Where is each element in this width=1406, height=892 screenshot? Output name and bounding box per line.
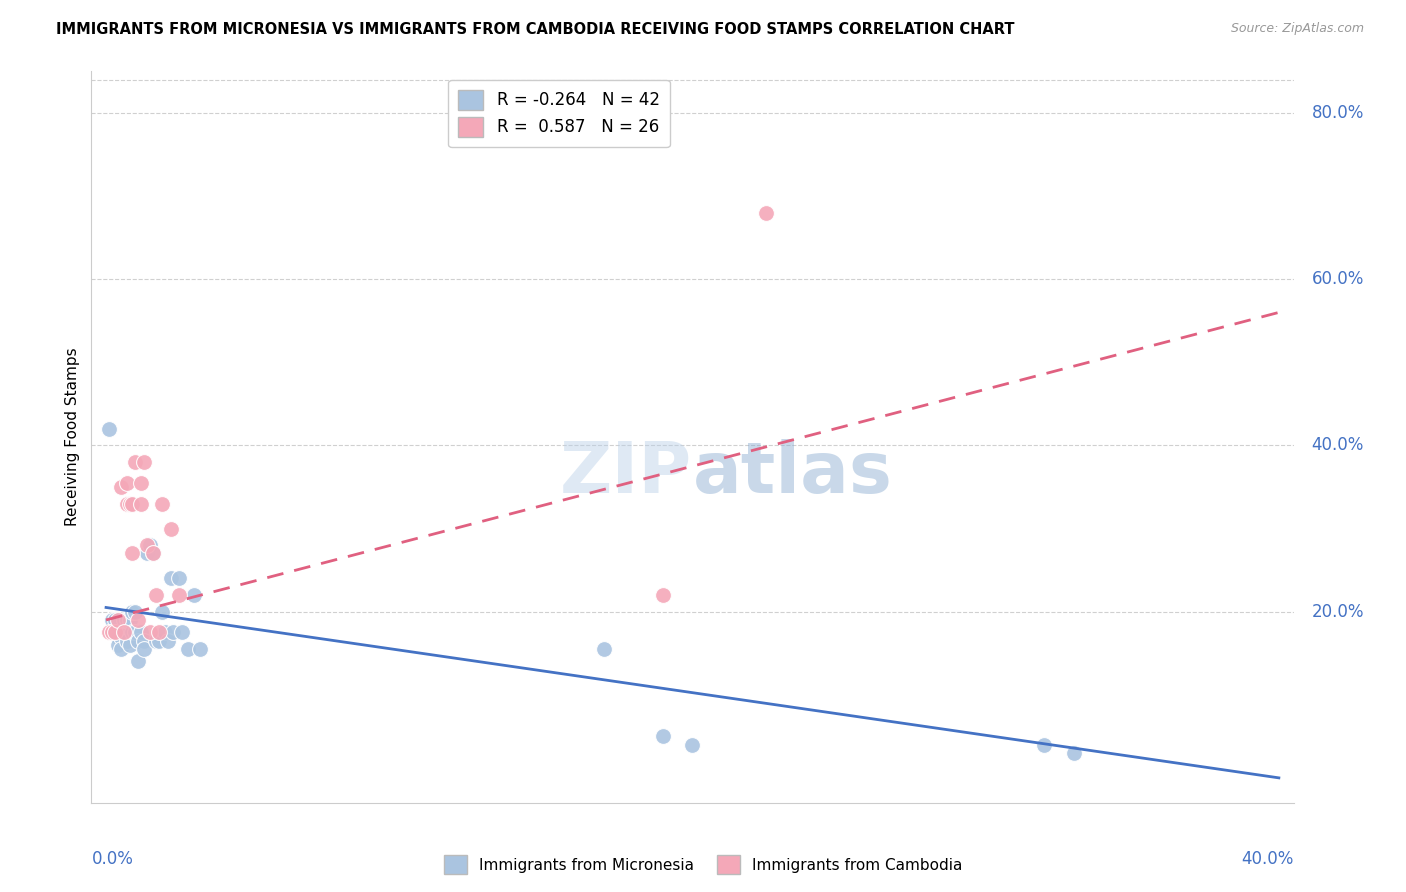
Point <box>150 605 173 619</box>
Point <box>110 642 132 657</box>
Point <box>124 455 146 469</box>
Point <box>148 633 170 648</box>
Point <box>127 613 149 627</box>
Point <box>121 497 143 511</box>
Point <box>127 633 149 648</box>
Point <box>115 475 138 490</box>
Point <box>129 497 152 511</box>
Point <box>183 588 205 602</box>
Text: 40.0%: 40.0% <box>1241 850 1294 868</box>
Point <box>129 475 152 490</box>
Point <box>110 630 132 644</box>
Point <box>136 538 159 552</box>
Point <box>127 655 149 669</box>
Point <box>104 613 127 627</box>
Text: ZIP: ZIP <box>560 439 692 508</box>
Point <box>159 521 181 535</box>
Point <box>134 633 156 648</box>
Point <box>652 588 675 602</box>
Text: 60.0%: 60.0% <box>1312 270 1364 288</box>
Point <box>124 625 146 640</box>
Point <box>129 625 152 640</box>
Point <box>134 642 156 657</box>
Point <box>112 625 135 640</box>
Point <box>115 497 138 511</box>
Point <box>153 625 176 640</box>
Point <box>98 422 121 436</box>
Point <box>681 738 703 752</box>
Point <box>121 625 143 640</box>
Point <box>139 625 162 640</box>
Text: 80.0%: 80.0% <box>1312 104 1364 122</box>
Point <box>145 633 167 648</box>
Point <box>107 638 129 652</box>
Point <box>101 625 124 640</box>
Point <box>652 729 675 743</box>
Y-axis label: Receiving Food Stamps: Receiving Food Stamps <box>65 348 80 526</box>
Point <box>139 538 162 552</box>
Point <box>98 625 121 640</box>
Point <box>107 630 129 644</box>
Point <box>148 625 170 640</box>
Point <box>1033 738 1056 752</box>
Point <box>169 588 191 602</box>
Point <box>593 642 616 657</box>
Point <box>145 588 167 602</box>
Point <box>107 613 129 627</box>
Point <box>118 638 141 652</box>
Point <box>755 205 778 219</box>
Point <box>112 625 135 640</box>
Point <box>101 613 124 627</box>
Point <box>142 546 165 560</box>
Point <box>118 613 141 627</box>
Point <box>115 633 138 648</box>
Point <box>124 605 146 619</box>
Text: 40.0%: 40.0% <box>1312 436 1364 454</box>
Legend: Immigrants from Micronesia, Immigrants from Cambodia: Immigrants from Micronesia, Immigrants f… <box>437 849 969 880</box>
Point <box>159 571 181 585</box>
Point <box>115 613 138 627</box>
Text: atlas: atlas <box>692 439 893 508</box>
Legend: R = -0.264   N = 42, R =  0.587   N = 26: R = -0.264 N = 42, R = 0.587 N = 26 <box>449 79 669 147</box>
Point <box>121 546 143 560</box>
Text: Source: ZipAtlas.com: Source: ZipAtlas.com <box>1230 22 1364 36</box>
Point <box>150 497 173 511</box>
Text: IMMIGRANTS FROM MICRONESIA VS IMMIGRANTS FROM CAMBODIA RECEIVING FOOD STAMPS COR: IMMIGRANTS FROM MICRONESIA VS IMMIGRANTS… <box>56 22 1015 37</box>
Text: 0.0%: 0.0% <box>91 850 134 868</box>
Point <box>156 633 179 648</box>
Point <box>177 642 200 657</box>
Point <box>188 642 211 657</box>
Point <box>136 546 159 560</box>
Point <box>162 625 184 640</box>
Point <box>172 625 194 640</box>
Point <box>104 625 127 640</box>
Text: 20.0%: 20.0% <box>1312 603 1364 621</box>
Point <box>118 497 141 511</box>
Point <box>142 546 165 560</box>
Point <box>1063 746 1085 760</box>
Point <box>121 605 143 619</box>
Point <box>112 613 135 627</box>
Point <box>169 571 191 585</box>
Point <box>110 480 132 494</box>
Point <box>134 455 156 469</box>
